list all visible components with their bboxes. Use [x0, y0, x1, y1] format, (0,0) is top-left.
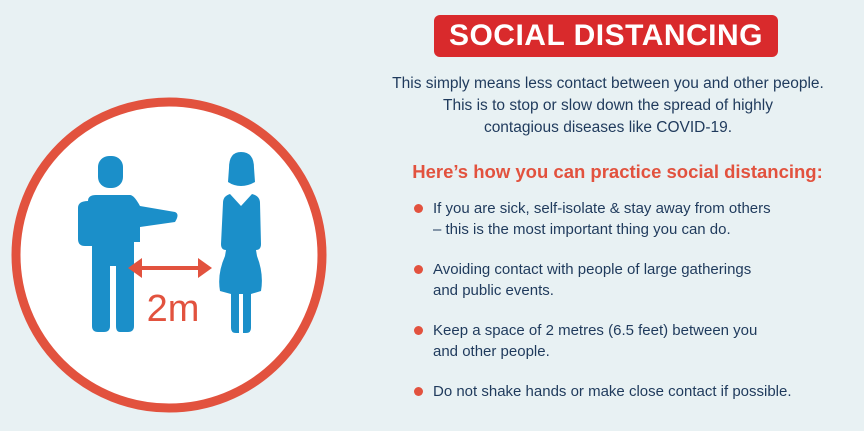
intro-paragraph: This simply means less contact between y…	[358, 73, 858, 139]
title-banner: SOCIAL DISTANCING	[434, 15, 778, 57]
intro-text: This simply means less contact between y…	[392, 75, 824, 136]
tip-text: If you are sick, self-isolate & stay awa…	[433, 200, 771, 238]
illustration-circle	[11, 97, 327, 413]
tip-text: Do not shake hands or make close contact…	[433, 383, 792, 400]
distance-label: 2m	[146, 288, 200, 330]
tip-text: Keep a space of 2 metres (6.5 feet) betw…	[433, 322, 758, 360]
list-item: Keep a space of 2 metres (6.5 feet) betw…	[411, 320, 856, 362]
distancing-illustration	[10, 96, 328, 414]
bullet-icon	[414, 326, 423, 335]
tips-heading: Here’s how you can practice social dista…	[412, 161, 823, 182]
tips-list: If you are sick, self-isolate & stay awa…	[411, 198, 856, 421]
man-icon	[78, 156, 178, 332]
list-item: Do not shake hands or make close contact…	[411, 381, 856, 402]
bullet-icon	[414, 204, 423, 213]
list-item: Avoiding contact with people of large ga…	[411, 259, 856, 301]
bullet-icon	[414, 265, 423, 274]
bullet-icon	[414, 387, 423, 396]
double-arrow-icon	[128, 258, 212, 278]
list-item: If you are sick, self-isolate & stay awa…	[411, 198, 856, 240]
woman-icon	[219, 152, 262, 333]
tip-text: Avoiding contact with people of large ga…	[433, 261, 752, 299]
